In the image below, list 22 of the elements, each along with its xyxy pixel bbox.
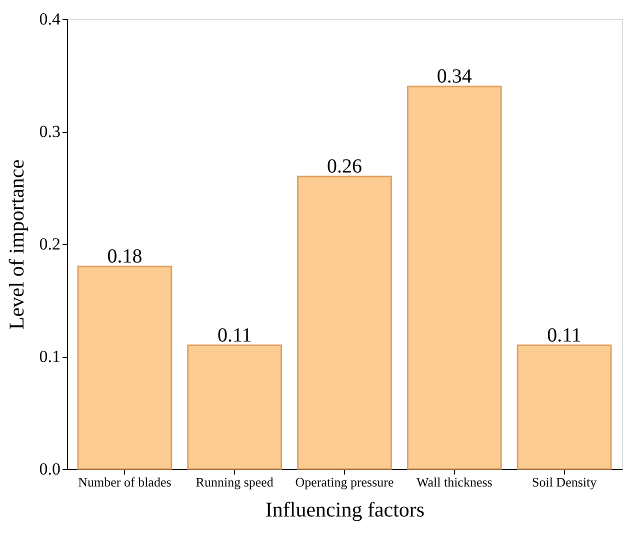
bar bbox=[406, 86, 502, 470]
y-tick-label: 0.0 bbox=[39, 460, 60, 478]
x-tick-label: Soil Density bbox=[532, 474, 598, 490]
y-tick-label: 0.2 bbox=[39, 234, 60, 254]
data-label: 0.11 bbox=[217, 324, 252, 346]
data-label: 0.26 bbox=[327, 156, 362, 178]
x-tick-label: Running speed bbox=[196, 474, 274, 490]
y-axis-title: Level of importance bbox=[4, 159, 28, 330]
x-tick-label: Number of blades bbox=[78, 474, 172, 490]
data-label: 0.34 bbox=[436, 66, 472, 88]
x-tick-label: Operating pressure bbox=[295, 474, 394, 490]
y-tick-label: 0.1 bbox=[39, 347, 60, 366]
data-label: 0.11 bbox=[547, 324, 582, 346]
x-axis-title: Influencing factors bbox=[265, 498, 425, 522]
data-label: 0.18 bbox=[107, 246, 142, 268]
y-tick-label: 0.3 bbox=[39, 122, 60, 141]
x-tick-label: Wall thickness bbox=[416, 474, 492, 490]
bar bbox=[77, 266, 172, 470]
bar bbox=[516, 344, 612, 470]
bar bbox=[187, 344, 282, 470]
y-tick-label: 0.4 bbox=[39, 10, 61, 28]
bar bbox=[297, 176, 392, 470]
